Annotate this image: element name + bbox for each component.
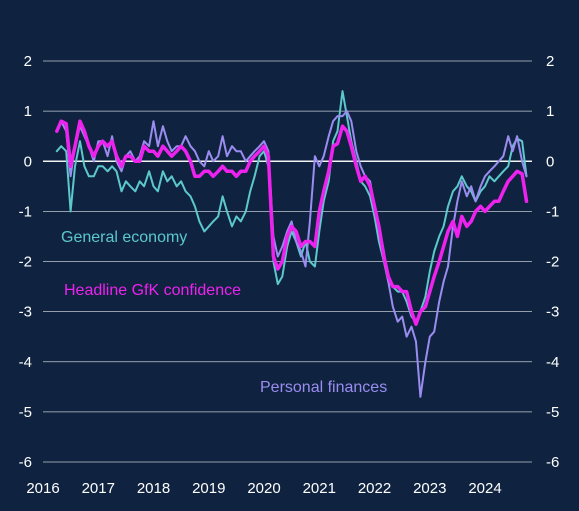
series-lines [55,90,529,398]
y-tick-right: -3 [546,304,559,321]
x-tick: 2019 [192,480,225,497]
y-tick-right: 0 [546,153,554,170]
y-tick-right: -1 [546,203,559,220]
x-axis: 2016 2017 2018 2019 2020 2021 2022 2023 2024 [26,480,501,497]
y-tick-right: -5 [546,404,559,421]
y-tick-left: -4 [19,354,32,371]
x-tick: 2022 [358,480,391,497]
label-headline-confidence: Headline GfK confidence [64,282,241,299]
y-tick-left: -3 [19,304,32,321]
x-tick: 2020 [247,480,280,497]
y-tick-left: 2 [24,53,32,70]
y-tick-left: 1 [24,103,32,120]
x-tick: 2023 [413,480,446,497]
y-axis-right: 2 1 0 -1 -2 -3 -4 -5 -6 [546,53,559,471]
y-tick-right: 1 [546,103,554,120]
y-axis-left: 2 1 0 -1 -2 -3 -4 -5 -6 [19,53,32,471]
label-general-economy: General economy [61,229,187,246]
y-tick-left: -5 [19,404,32,421]
x-tick: 2024 [468,480,501,497]
x-tick: 2021 [303,480,336,497]
y-tick-left: -2 [19,254,32,271]
y-tick-right: -4 [546,354,559,371]
y-tick-left: 0 [24,153,32,170]
label-personal-finances: Personal finances [260,379,387,396]
x-tick: 2017 [82,480,115,497]
x-tick: 2018 [137,480,170,497]
y-tick-right: 2 [546,53,554,70]
series-line-general-economy [55,90,528,323]
y-tick-right: -6 [546,454,559,471]
y-tick-right: -2 [546,254,559,271]
y-tick-left: -1 [19,203,32,220]
series-line-headline [55,119,529,326]
x-tick: 2016 [26,480,59,497]
y-tick-left: -6 [19,454,32,471]
